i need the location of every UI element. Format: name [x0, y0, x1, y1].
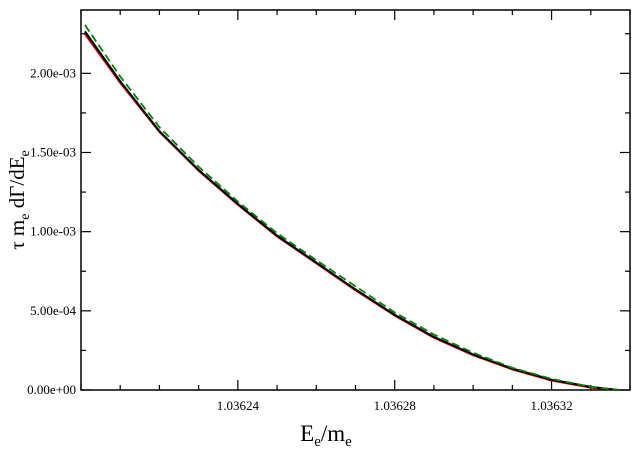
x-axis-title-main: E — [300, 421, 314, 446]
x-tick-label: 1.03628 — [374, 398, 416, 413]
series-group — [84, 24, 619, 391]
y-axis-title-part2: dΓ/dE — [5, 156, 29, 213]
x-axis-title-sub1: e — [314, 434, 321, 450]
x-tick-label: 1.03624 — [217, 398, 260, 413]
y-tick-label: 0.00e+00 — [27, 382, 76, 397]
x-axis-title-sub2: e — [345, 434, 352, 450]
axis-ticks — [80, 10, 631, 391]
plot-frame — [80, 9, 631, 391]
y-tick-label: 1.50e-03 — [30, 145, 76, 160]
x-axis-title-sep: /m — [321, 421, 345, 446]
y-tick-label: 2.00e-03 — [30, 65, 76, 80]
y-axis-title-sub1: e — [18, 214, 33, 220]
y-axis-title-sub2: e — [18, 150, 33, 156]
series-line-2 — [84, 30, 619, 391]
series-line-1 — [84, 33, 619, 391]
x-tick-label: 1.03632 — [530, 398, 572, 413]
y-tick-label: 5.00e-04 — [30, 303, 76, 318]
x-axis-title: Ee/me — [300, 421, 352, 450]
y-axis-title: τ me dΓ/dEe — [5, 150, 33, 250]
y-tick-label: 1.00e-03 — [30, 224, 76, 239]
y-axis-title-part1: τ m — [5, 220, 29, 250]
tick-labels: 1.03624 1.03628 1.03632 0.00e+00 5.00e-04 1.0… — [27, 65, 573, 413]
series-line-3 — [84, 24, 619, 391]
